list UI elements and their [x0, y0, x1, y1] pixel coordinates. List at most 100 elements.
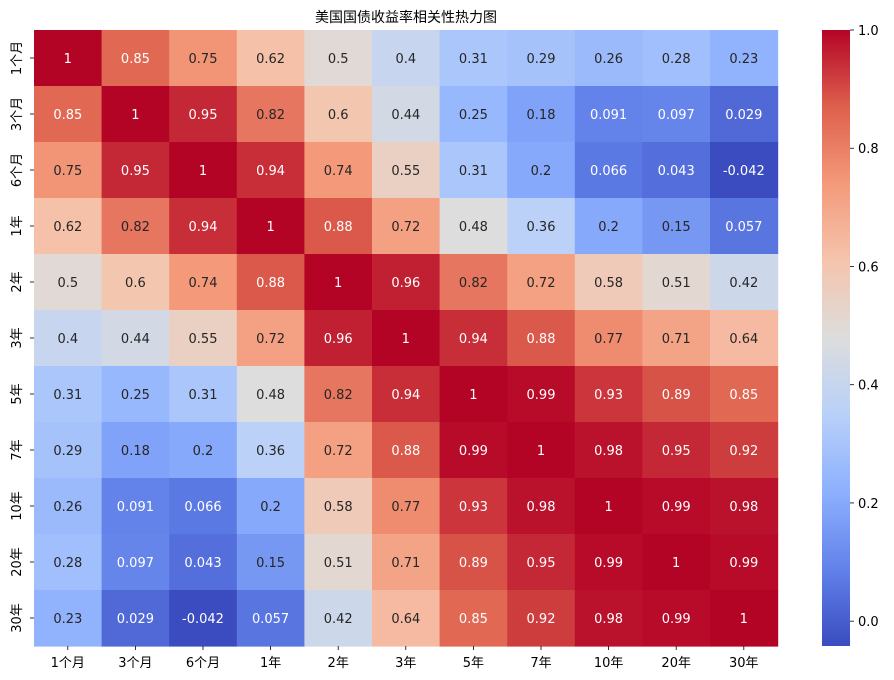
cell-value-label: 0.77	[594, 332, 623, 347]
heatmap-cell	[574, 478, 643, 535]
colorbar-gradient	[822, 30, 850, 646]
cell-value-label: 0.36	[527, 220, 556, 235]
heatmap-cell	[507, 254, 576, 311]
cell-value-label: 0.64	[729, 332, 758, 347]
heatmap-cell	[439, 422, 508, 479]
heatmap-cell	[372, 534, 441, 591]
cell-value-label: 0.26	[53, 500, 82, 515]
cell-value-label: 0.72	[391, 220, 420, 235]
x-tick-label: 20年	[661, 656, 691, 671]
heatmap-cell	[710, 142, 779, 199]
cell-value-label: 0.99	[729, 556, 758, 571]
heatmap-cell	[574, 142, 643, 199]
y-tick-label: 2年	[10, 271, 25, 292]
cell-value-label: 0.043	[184, 556, 221, 571]
cell-value-label: -0.042	[182, 612, 224, 627]
cell-value-label: 0.71	[662, 332, 691, 347]
heatmap-cell	[372, 478, 441, 535]
heatmap-cell	[34, 478, 103, 535]
x-axis: 1个月 3个月 6个月 1年 2年 3年 5年 7年 10年 20年 30年	[51, 646, 759, 671]
heatmap-cell	[236, 30, 305, 87]
heatmap-cell	[236, 422, 305, 479]
cell-value-label: 0.99	[662, 500, 691, 515]
heatmap-cell	[101, 198, 170, 255]
heatmap-cell	[642, 422, 711, 479]
cell-value-label: 1	[672, 556, 680, 571]
x-tick-label: 7年	[530, 656, 551, 671]
x-tick-label: 1个月	[51, 656, 85, 671]
heatmap-cell	[710, 30, 779, 87]
cell-value-label: 0.72	[324, 444, 353, 459]
heatmap-cell	[169, 310, 238, 367]
x-tick-label: 5年	[463, 656, 484, 671]
heatmap-cell	[439, 198, 508, 255]
cell-value-label: 0.18	[527, 108, 556, 123]
heatmap-cell	[101, 30, 170, 87]
cell-value-label: 0.31	[459, 52, 488, 67]
cell-value-label: 0.74	[189, 276, 218, 291]
cell-value-label: 0.097	[658, 108, 695, 123]
heatmap-cell	[439, 30, 508, 87]
heatmap-cell	[710, 534, 779, 591]
cell-value-label: 0.58	[324, 500, 353, 515]
heatmap-cell	[642, 534, 711, 591]
heatmap-cell	[304, 478, 373, 535]
cell-value-label: 0.85	[121, 52, 150, 67]
heatmap-cell	[642, 254, 711, 311]
cell-value-label: 0.25	[459, 108, 488, 123]
heatmap-cell	[101, 86, 170, 143]
heatmap-cell	[507, 86, 576, 143]
cell-value-label: 0.091	[117, 500, 154, 515]
cell-value-label: 0.77	[391, 500, 420, 515]
cell-value-label: 0.94	[189, 220, 218, 235]
heatmap-cell	[507, 534, 576, 591]
cell-value-label: 0.72	[256, 332, 285, 347]
heatmap-cell	[507, 310, 576, 367]
y-tick-label: 20年	[10, 547, 25, 577]
heatmap-cell	[642, 142, 711, 199]
heatmap-cell	[169, 254, 238, 311]
colorbar-tick-label: 0.4	[858, 379, 879, 394]
cell-value-label: 0.2	[598, 220, 619, 235]
heatmap-cell	[169, 590, 238, 647]
cell-value-label: 1	[131, 108, 139, 123]
cell-value-label: 0.31	[53, 388, 82, 403]
heatmap-cell	[101, 478, 170, 535]
cell-value-label: 0.15	[662, 220, 691, 235]
cell-value-label: 0.6	[125, 276, 146, 291]
heatmap-cell	[101, 254, 170, 311]
heatmap-cell	[439, 310, 508, 367]
cell-value-label: 0.99	[594, 556, 623, 571]
cell-value-label: 0.2	[193, 444, 214, 459]
heatmap-cell	[304, 422, 373, 479]
cell-value-label: 0.6	[328, 108, 349, 123]
heatmap-cell	[710, 310, 779, 367]
heatmap-cell	[574, 30, 643, 87]
heatmap-cell	[372, 366, 441, 423]
heatmap-cell	[34, 422, 103, 479]
cell-value-label: 1	[334, 276, 342, 291]
heatmap-cell	[507, 142, 576, 199]
heatmap-cell	[304, 254, 373, 311]
cell-value-label: 0.95	[662, 444, 691, 459]
chart-title: 美国国债收益率相关性热力图	[315, 9, 497, 26]
cell-value-label: 0.097	[117, 556, 154, 571]
heatmap-cell	[439, 142, 508, 199]
heatmap-cell	[101, 366, 170, 423]
cell-value-label: 0.36	[256, 444, 285, 459]
cell-value-label: 0.98	[594, 612, 623, 627]
heatmap-cell	[236, 86, 305, 143]
heatmap-cells	[34, 30, 779, 647]
cell-value-label: 0.89	[459, 556, 488, 571]
cell-value-label: 0.31	[189, 388, 218, 403]
heatmap-cell	[169, 198, 238, 255]
y-tick-label: 5年	[10, 383, 25, 404]
heatmap-cell	[439, 366, 508, 423]
heatmap-cell	[439, 478, 508, 535]
cell-value-label: 0.94	[459, 332, 488, 347]
heatmap-cell	[169, 142, 238, 199]
x-tick-label: 3个月	[118, 656, 152, 671]
cell-value-label: 0.4	[57, 332, 78, 347]
heatmap-cell	[507, 30, 576, 87]
